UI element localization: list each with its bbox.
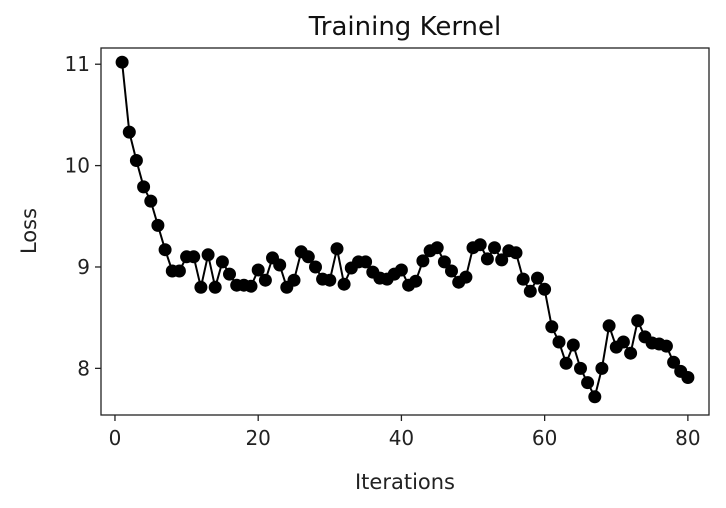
data-point [659,339,673,353]
data-point [337,277,351,291]
data-point [480,252,494,266]
data-point [602,319,616,333]
data-point [495,253,509,267]
data-point [394,263,408,277]
data-point [287,273,301,287]
data-point [223,267,236,281]
data-point [473,238,487,252]
y-axis: 8 9 10 11 [65,52,101,380]
data-point [681,371,695,384]
data-point [122,125,136,139]
data-point [509,246,523,260]
data-point [545,320,559,334]
data-point [323,273,337,287]
data-point [115,55,129,69]
data-point [244,279,258,293]
y-tick-label: 8 [77,356,90,380]
y-axis-label: Loss [17,208,41,254]
data-point [194,280,208,294]
y-tick-label: 11 [65,52,90,76]
data-point [251,263,265,277]
data-point [208,280,222,294]
data-point [459,270,473,284]
data-point [531,271,544,285]
y-tick-label: 9 [77,255,90,279]
data-point [588,390,602,404]
x-tick-label: 0 [109,426,122,450]
plot-area [115,55,695,404]
data-point [187,250,201,264]
data-point [258,273,272,287]
data-point [488,241,501,255]
data-point [538,282,552,296]
data-point [566,338,580,352]
y-tick-label: 10 [65,154,90,178]
data-point [129,154,143,167]
data-point [437,255,451,269]
data-point [574,361,587,375]
x-tick-label: 60 [532,426,557,450]
data-point [273,258,287,272]
data-point [581,376,595,390]
x-axis-label: Iterations [355,470,455,494]
data-point [523,284,537,298]
data-point [301,250,315,264]
data-point [559,356,573,370]
data-point [330,242,344,256]
x-tick-label: 20 [245,426,270,450]
data-point [137,180,151,194]
data-point [516,272,530,286]
data-point [151,218,165,232]
data-point [624,346,638,360]
data-point [430,241,444,255]
data-point [309,260,322,274]
data-point [616,335,630,349]
data-point [201,248,215,262]
data-point [631,314,645,328]
plot-frame [100,47,710,416]
data-point [595,361,609,375]
series-line [121,62,689,398]
data-point [416,254,430,268]
data-point [172,264,186,278]
data-point [445,264,458,278]
data-point [552,335,566,349]
x-tick-label: 80 [675,426,700,450]
data-point [667,355,681,369]
data-point [409,274,423,288]
data-point [215,255,229,269]
x-axis: 0 20 40 60 80 [109,415,701,450]
data-point [158,243,172,257]
x-tick-label: 40 [389,426,414,450]
data-point [359,255,373,269]
chart-title: Training Kernel [308,12,502,42]
data-point [144,194,158,208]
